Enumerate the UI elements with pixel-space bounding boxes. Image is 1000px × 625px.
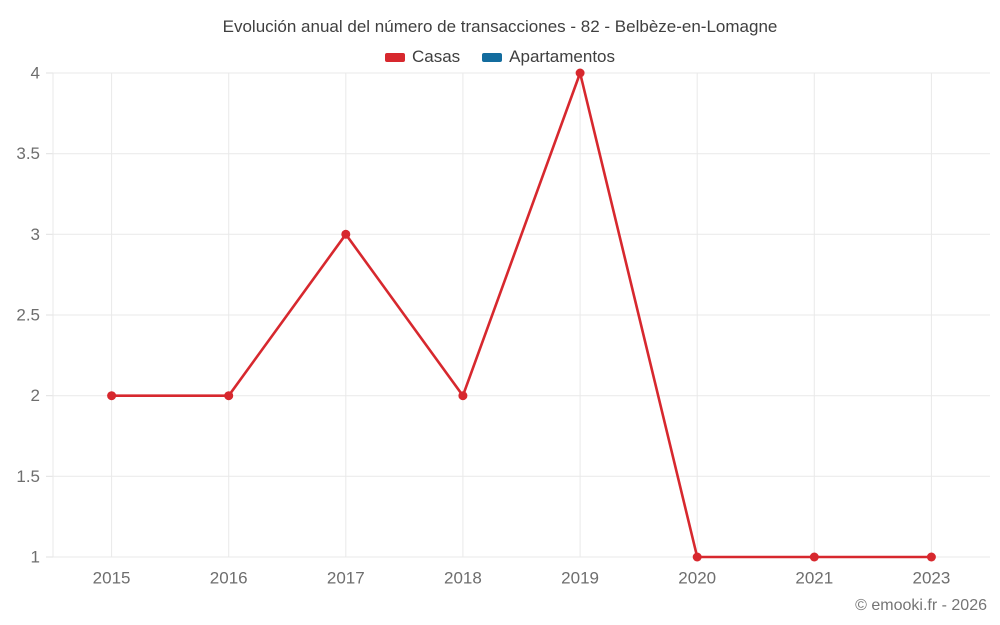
blue-swatch-icon <box>482 52 503 62</box>
y-axis-label: 4 <box>31 64 40 83</box>
legend: Casas Apartamentos <box>0 46 1000 68</box>
x-axis-label: 2015 <box>93 569 131 588</box>
y-axis-label: 2.5 <box>16 306 40 325</box>
data-point-casas-2016[interactable] <box>224 391 234 401</box>
y-axis-label: 3.5 <box>16 144 40 163</box>
data-point-casas-2015[interactable] <box>107 391 117 401</box>
legend-label-casas: Casas <box>411 47 461 66</box>
data-point-casas-2018[interactable] <box>458 391 468 401</box>
data-point-casas-2020[interactable] <box>692 552 702 562</box>
legend-item-casas[interactable]: Casas <box>384 47 461 67</box>
x-axis-label: 2020 <box>678 569 716 588</box>
x-axis-label: 2018 <box>444 569 482 588</box>
data-point-casas-2023[interactable] <box>926 552 936 562</box>
legend-label-apartamentos: Apartamentos <box>509 47 616 66</box>
watermark: © emooki.fr - 2026 <box>855 597 987 614</box>
red-swatch-icon <box>384 52 405 62</box>
x-axis-label: 2023 <box>912 569 950 588</box>
series-line-casas <box>110 71 933 559</box>
data-point-casas-2021[interactable] <box>809 552 819 562</box>
y-axis-label: 1.5 <box>16 467 40 486</box>
legend-item-apartamentos[interactable]: Apartamentos <box>482 47 615 67</box>
data-point-casas-2017[interactable] <box>341 229 351 239</box>
y-axis-label: 2 <box>31 386 40 405</box>
y-axis-label: 1 <box>31 548 40 567</box>
x-axis-label: 2021 <box>795 569 833 588</box>
x-axis-label: 2019 <box>561 569 599 588</box>
y-axis-label: 3 <box>31 225 40 244</box>
chart-title: Evolución anual del número de transaccio… <box>222 17 778 36</box>
x-axis-label: 2016 <box>210 569 248 588</box>
x-axis-label: 2017 <box>327 569 365 588</box>
data-point-casas-2019[interactable] <box>575 68 585 78</box>
